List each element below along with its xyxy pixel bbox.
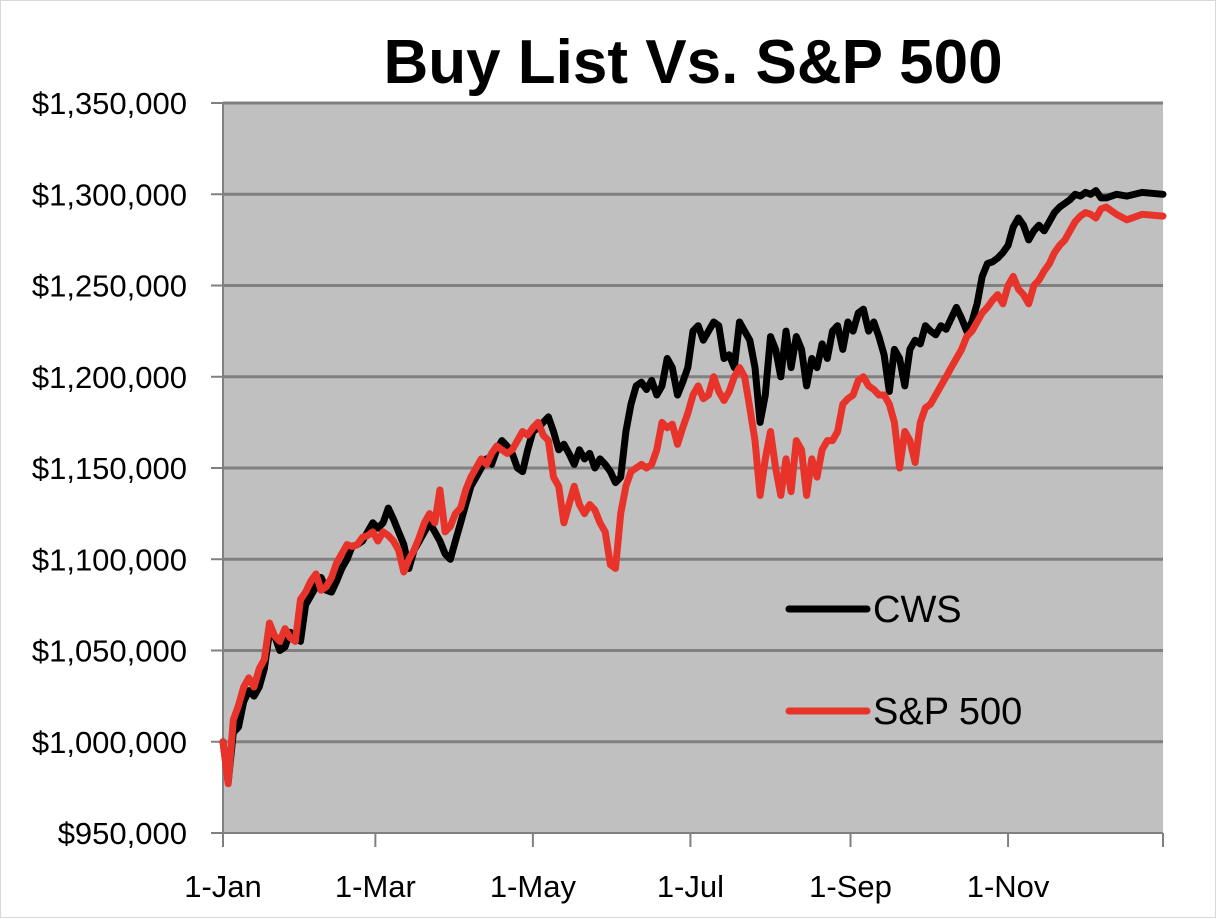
chart-title: Buy List Vs. S&P 500 bbox=[383, 28, 1003, 97]
x-tick-label: 1-Nov bbox=[967, 869, 1050, 904]
y-tick-label: $1,150,000 bbox=[32, 451, 187, 486]
x-tick-label: 1-Jan bbox=[184, 869, 262, 904]
axes: $950,000 $1,000,000 $1,050,000 $1,100,000 $1… bbox=[32, 86, 1164, 904]
series-line-sp500 bbox=[219, 203, 1167, 788]
y-tick-label: $1,050,000 bbox=[32, 634, 187, 669]
gridlines bbox=[223, 101, 1163, 744]
series-line-cws bbox=[219, 187, 1167, 786]
y-tick-label: $1,100,000 bbox=[32, 542, 187, 577]
y-tick-label: $1,350,000 bbox=[32, 86, 187, 121]
x-tick-label: 1-Sep bbox=[809, 869, 892, 904]
legend-label: CWS bbox=[873, 589, 962, 631]
x-tick-label: 1-Mar bbox=[335, 869, 416, 904]
y-tick-label: $950,000 bbox=[58, 816, 187, 851]
legend: CWS S&P 500 bbox=[785, 589, 1022, 733]
series-lines bbox=[219, 187, 1167, 788]
y-tick-label: $1,300,000 bbox=[32, 177, 187, 212]
x-tick-label: 1-May bbox=[490, 869, 577, 904]
y-tick-label: $1,000,000 bbox=[32, 725, 187, 760]
legend-label: S&P 500 bbox=[873, 691, 1022, 733]
y-tick-label: $1,250,000 bbox=[32, 269, 187, 304]
x-tick-label: 1-Jul bbox=[657, 869, 724, 904]
y-tick-label: $1,200,000 bbox=[32, 360, 187, 395]
